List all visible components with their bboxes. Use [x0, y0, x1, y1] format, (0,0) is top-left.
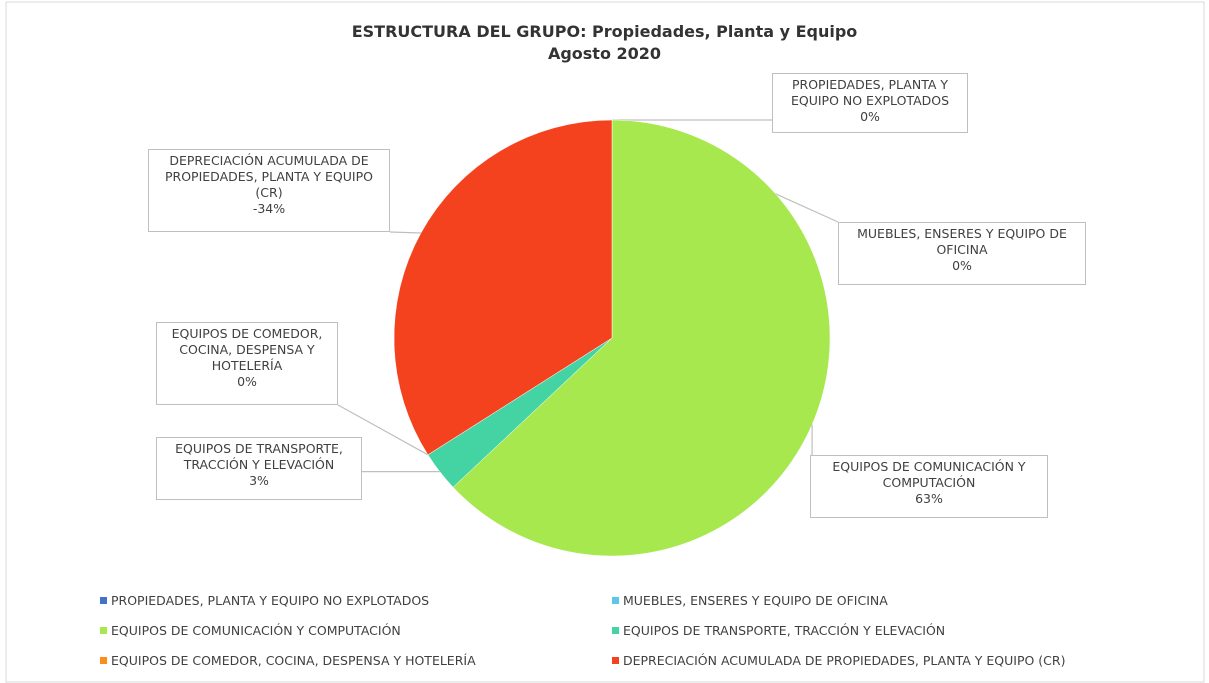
- leader-line: [337, 404, 429, 456]
- chart-border: [5, 1, 1205, 683]
- data-label-name: EQUIPOS DE TRANSPORTE, TRACCIÓN Y ELEVAC…: [175, 441, 343, 472]
- legend-item: MUEBLES, ENSERES Y EQUIPO DE OFICINA: [612, 593, 888, 608]
- legend-swatch: [100, 627, 107, 634]
- pie-slice: [452, 119, 831, 557]
- legend-item: EQUIPOS DE COMUNICACIÓN Y COMPUTACIÓN: [100, 623, 401, 638]
- legend-swatch: [612, 657, 619, 664]
- legend-item: PROPIEDADES, PLANTA Y EQUIPO NO EXPLOTAD…: [100, 593, 429, 608]
- legend-swatch: [612, 627, 619, 634]
- legend-label: EQUIPOS DE TRANSPORTE, TRACCIÓN Y ELEVAC…: [623, 623, 946, 638]
- legend-label: PROPIEDADES, PLANTA Y EQUIPO NO EXPLOTAD…: [111, 593, 430, 608]
- legend-item: DEPRECIACIÓN ACUMULADA DE PROPIEDADES, P…: [612, 653, 1065, 668]
- data-label: MUEBLES, ENSERES Y EQUIPO DE OFICINA 0%: [838, 222, 1086, 285]
- data-label-value: 0%: [952, 258, 972, 273]
- data-label-name: MUEBLES, ENSERES Y EQUIPO DE OFICINA: [857, 226, 1067, 257]
- data-label: DEPRECIACIÓN ACUMULADA DE PROPIEDADES, P…: [148, 149, 390, 232]
- data-label: EQUIPOS DE TRANSPORTE, TRACCIÓN Y ELEVAC…: [156, 437, 362, 500]
- chart-title: ESTRUCTURA DEL GRUPO: Propiedades, Plant…: [351, 22, 858, 41]
- legend-item: EQUIPOS DE TRANSPORTE, TRACCIÓN Y ELEVAC…: [612, 623, 945, 638]
- data-label: EQUIPOS DE COMEDOR, COCINA, DESPENSA Y H…: [156, 322, 338, 405]
- legend-swatch: [612, 597, 619, 604]
- data-label: PROPIEDADES, PLANTA Y EQUIPO NO EXPLOTAD…: [772, 73, 968, 133]
- data-label-value: 0%: [237, 374, 257, 389]
- legend-swatch: [100, 597, 107, 604]
- chart-subtitle: Agosto 2020: [547, 44, 662, 63]
- legend-label: EQUIPOS DE COMUNICACIÓN Y COMPUTACIÓN: [111, 623, 401, 638]
- legend-label: MUEBLES, ENSERES Y EQUIPO DE OFICINA: [623, 593, 888, 608]
- leader-line: [389, 231, 421, 234]
- data-label-name: EQUIPOS DE COMEDOR, COCINA, DESPENSA Y H…: [171, 326, 323, 373]
- pie-slice: [393, 119, 613, 456]
- data-label: EQUIPOS DE COMUNICACIÓN Y COMPUTACIÓN 63%: [810, 455, 1048, 518]
- data-label-value: 63%: [915, 491, 943, 506]
- data-label-name: EQUIPOS DE COMUNICACIÓN Y COMPUTACIÓN: [832, 459, 1026, 490]
- data-label-name: PROPIEDADES, PLANTA Y EQUIPO NO EXPLOTAD…: [790, 77, 950, 108]
- data-label-name: DEPRECIACIÓN ACUMULADA DE PROPIEDADES, P…: [165, 153, 373, 200]
- legend-label: EQUIPOS DE COMEDOR, COCINA, DESPENSA Y H…: [111, 653, 476, 668]
- legend-label: DEPRECIACIÓN ACUMULADA DE PROPIEDADES, P…: [623, 653, 1066, 668]
- legend-item: EQUIPOS DE COMEDOR, COCINA, DESPENSA Y H…: [100, 653, 476, 668]
- data-label-value: -34%: [252, 201, 286, 216]
- data-label-value: 0%: [860, 109, 880, 124]
- legend-swatch: [100, 657, 107, 664]
- data-label-value: 3%: [249, 473, 269, 488]
